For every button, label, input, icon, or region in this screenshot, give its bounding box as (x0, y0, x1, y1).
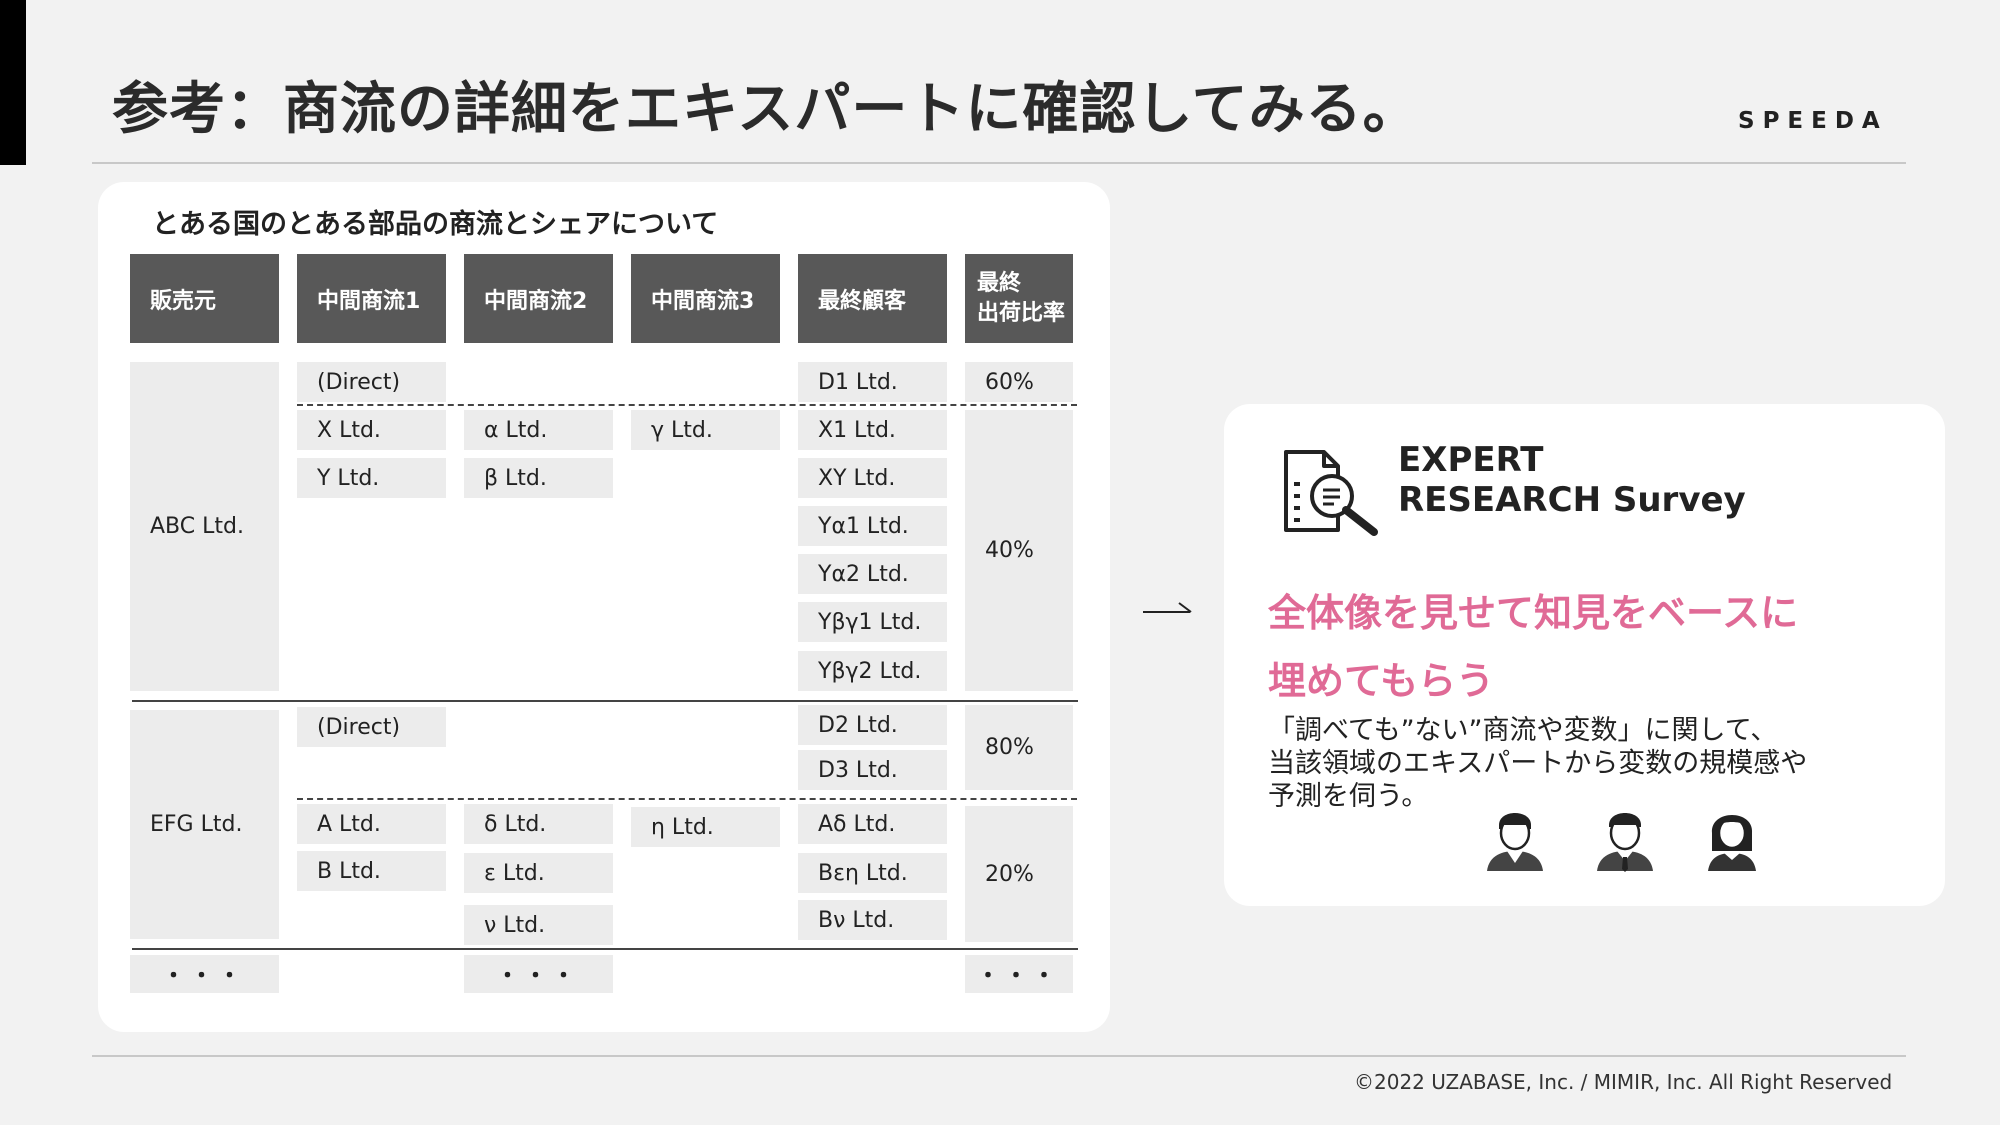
accent-bar (0, 0, 26, 165)
intermediate-3-cell: γ Ltd. (631, 410, 780, 450)
intermediate-1-cell: Y Ltd. (297, 458, 446, 498)
ellipsis-cell: ・・・ (130, 955, 279, 993)
intermediate-2-cell: α Ltd. (464, 410, 613, 450)
seller-cell: ABC Ltd. (130, 362, 279, 691)
intermediate-2-cell: ε Ltd. (464, 853, 613, 893)
header-seller: 販売元 (130, 254, 279, 343)
row-divider (297, 404, 1077, 406)
customer-cell: D2 Ltd. (798, 705, 947, 745)
intermediate-2-cell: ν Ltd. (464, 905, 613, 945)
row-divider (297, 798, 1077, 800)
expert-description-line-3: 予測を伺う。 (1268, 781, 1429, 812)
expert-person-female-icon (1708, 815, 1756, 871)
header-final-share: 最終 出荷比率 (965, 254, 1073, 343)
expert-title-line-2: RESEARCH Survey (1398, 480, 1746, 520)
brand-logo: SPEEDA (1738, 108, 1888, 134)
intermediate-1-cell: (Direct) (297, 362, 446, 402)
customer-cell: D1 Ltd. (798, 362, 947, 402)
customer-cell: D3 Ltd. (798, 750, 947, 790)
document-search-icon (1284, 450, 1378, 536)
expert-title-line-1: EXPERT (1398, 440, 1544, 480)
customer-cell: Yβγ2 Ltd. (798, 651, 947, 691)
customer-cell: Bεη Ltd. (798, 853, 947, 893)
customer-cell: X1 Ltd. (798, 410, 947, 450)
group-divider (132, 700, 1078, 702)
page-title: 参考：商流の詳細をエキスパートに確認してみる。 (112, 77, 1420, 142)
share-cell: 40% (965, 410, 1073, 691)
customer-cell: Yβγ1 Ltd. (798, 602, 947, 642)
ellipsis-cell: ・・・ (965, 955, 1073, 993)
table-card-title: とある国のとある部品の商流とシェアについて (152, 209, 719, 240)
header-divider (92, 162, 1906, 164)
intermediate-1-cell: (Direct) (297, 707, 446, 747)
intermediate-1-cell: A Ltd. (297, 804, 446, 844)
expert-headline-line-1: 全体像を見せて知見をベースに (1268, 591, 1799, 635)
header-intermediate-2: 中間商流2 (464, 254, 613, 343)
intermediate-3-cell: η Ltd. (631, 807, 780, 847)
customer-cell: Yα2 Ltd. (798, 554, 947, 594)
customer-cell: XY Ltd. (798, 458, 947, 498)
customer-cell: Bν Ltd. (798, 900, 947, 940)
header-intermediate-1: 中間商流1 (297, 254, 446, 343)
expert-description-line-2: 当該領域のエキスパートから変数の規模感や (1268, 748, 1808, 779)
group-divider (132, 948, 1078, 950)
intermediate-1-cell: X Ltd. (297, 410, 446, 450)
share-cell: 80% (965, 705, 1073, 790)
share-cell: 20% (965, 806, 1073, 942)
footer-divider (92, 1055, 1906, 1057)
customer-cell: Yα1 Ltd. (798, 506, 947, 546)
intermediate-1-cell: B Ltd. (297, 851, 446, 891)
ellipsis-cell: ・・・ (464, 955, 613, 993)
expert-description-line-1: 「調べても”ない”商流や変数」に関して、 (1268, 715, 1778, 746)
intermediate-2-cell: δ Ltd. (464, 804, 613, 844)
expert-person-icon (1487, 813, 1543, 871)
intermediate-2-cell: β Ltd. (464, 458, 613, 498)
expert-person-tie-icon (1597, 813, 1653, 872)
seller-cell: EFG Ltd. (130, 710, 279, 939)
share-cell: 60% (965, 362, 1073, 402)
expert-description: 「調べても”ない”商流や変数」に関して、 当該領域のエキスパートから変数の規模感… (1268, 714, 1807, 813)
expert-card-title: EXPERT RESEARCH Survey (1398, 440, 1746, 520)
customer-cell: Aδ Ltd. (798, 804, 947, 844)
expert-headline-line-2: 埋めてもらう (1268, 659, 1495, 703)
copyright: ©2022 UZABASE, Inc. / MIMIR, Inc. All Ri… (1354, 1070, 1893, 1094)
right-arrow-icon (1143, 602, 1192, 613)
header-intermediate-3: 中間商流3 (631, 254, 780, 343)
header-final-customer: 最終顧客 (798, 254, 947, 343)
